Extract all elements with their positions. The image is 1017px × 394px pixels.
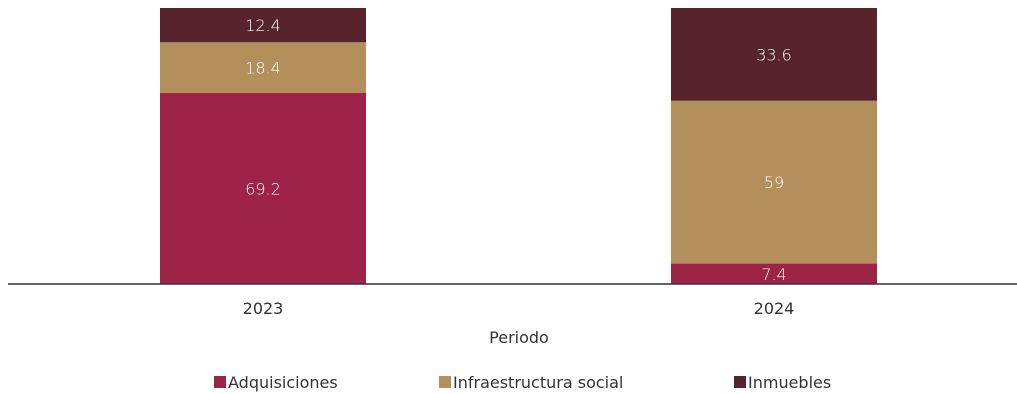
x-tick-label-2024: 2024	[754, 299, 795, 318]
legend-swatch-inmuebles	[734, 376, 746, 388]
legend-item-adquisiciones: Adquisiciones	[214, 373, 338, 392]
bars-layer	[160, 8, 877, 285]
legend-swatch-adquisiciones	[214, 376, 226, 388]
legend-swatch-infraestructura-social	[439, 376, 451, 388]
legend: Adquisiciones Infraestructura social Inmue…	[214, 373, 831, 392]
data-label-2023-infraestructura-social: 18.4	[245, 59, 281, 78]
legend-label-adquisiciones: Adquisiciones	[228, 373, 338, 392]
x-tick-label-2023: 2023	[243, 299, 284, 318]
data-label-2023-inmuebles: 12.4	[245, 16, 281, 35]
bar-2024-inmuebles	[671, 8, 877, 101]
bar-2023-adquisiciones	[160, 93, 366, 285]
bar-2024-adquisiciones	[671, 263, 877, 284]
legend-item-infraestructura-social: Infraestructura social	[439, 373, 623, 392]
bar-2024-infraestructura-social	[671, 100, 877, 264]
bar-2023-inmuebles	[160, 8, 366, 43]
segment-labels-layer: 69.2 18.4 12.4 7.4 59 33.6	[245, 16, 792, 284]
x-axis-title: Periodo	[489, 328, 549, 347]
data-label-2024-adquisiciones: 7.4	[761, 265, 786, 284]
data-label-2024-inmuebles: 33.6	[756, 45, 792, 64]
legend-label-infraestructura-social: Infraestructura social	[453, 373, 623, 392]
legend-item-inmuebles: Inmuebles	[734, 373, 831, 392]
bar-2023-infraestructura-social	[160, 42, 366, 94]
data-label-2023-adquisiciones: 69.2	[245, 180, 281, 199]
x-tick-labels-layer: 2023 2024	[243, 299, 795, 318]
legend-label-inmuebles: Inmuebles	[748, 373, 831, 392]
data-label-2024-infraestructura-social: 59	[764, 173, 784, 192]
